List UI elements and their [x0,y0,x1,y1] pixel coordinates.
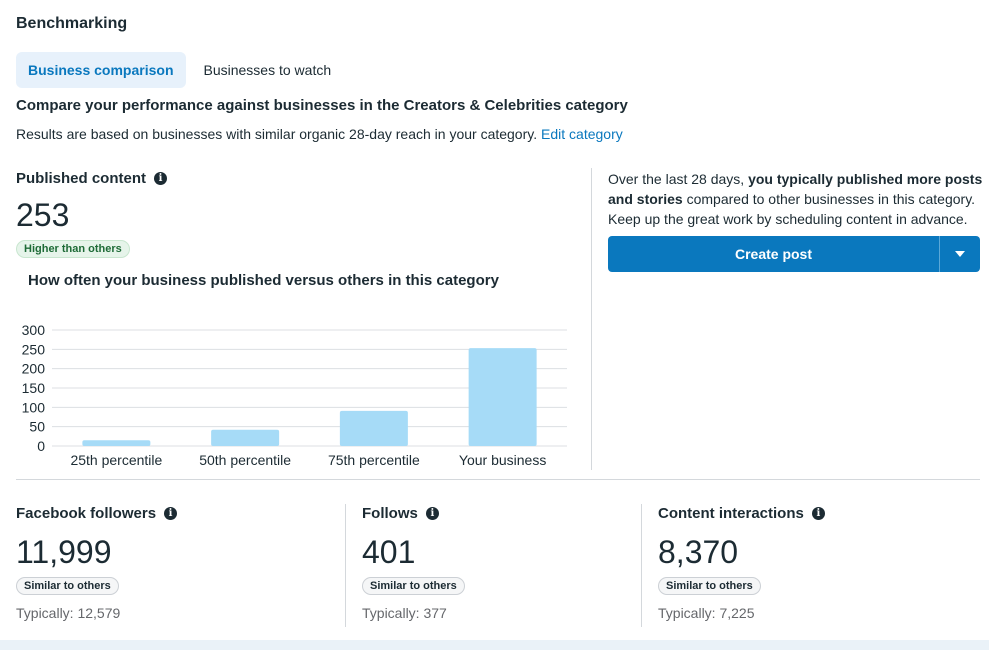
typical-value: Typically: 7,225 [658,605,755,621]
bar [468,348,537,446]
y-tick-label: 50 [29,419,45,435]
x-tick-label: 75th percentile [328,452,420,468]
create-post-split-button: Create post [608,236,980,272]
metric-label: Content interactions [658,505,804,522]
vertical-divider [591,168,592,470]
x-tick-label: Your business [459,452,546,468]
button-separator [939,236,940,272]
metric-label: Facebook followers [16,505,157,522]
y-tick-label: 300 [22,322,46,338]
info-icon[interactable]: i [811,507,825,520]
subline-text: Results are based on businesses with sim… [16,126,538,142]
published-content-card: Published content i 253 Higher than othe… [16,170,168,258]
info-icon[interactable]: i [425,507,439,520]
published-content-value: 253 [16,197,70,233]
metric-value: 401 [362,534,416,570]
y-tick-label: 150 [22,380,46,396]
typical-value: Typically: 12,579 [16,605,121,621]
insight-prefix: Over the last 28 days, [608,171,745,187]
metric-divider [345,504,346,627]
status-badge: Similar to others [16,577,119,595]
tab-bar: Business comparison Businesses to watch [16,52,343,88]
bar [211,429,280,446]
published-content-chart: 0 50 100 150 200 250 300 25th percentile 50th pe… [22,322,567,468]
create-post-dropdown-button[interactable] [940,236,980,272]
y-tick-label: 250 [22,341,46,357]
tab-business-comparison[interactable]: Business comparison [16,52,186,88]
tab-businesses-to-watch[interactable]: Businesses to watch [203,62,332,78]
info-icon[interactable]: i [154,172,168,185]
horizontal-divider [16,479,980,480]
metric-value: 8,370 [658,534,739,570]
y-tick-label: 0 [37,438,45,454]
metric-header: Follows i [362,505,465,522]
info-icon[interactable]: i [164,507,178,520]
status-badge: Higher than others [16,240,130,258]
content-interactions-card: Content interactions i 8,370 Similar to … [658,505,825,621]
metric-label: Follows [362,505,418,522]
metric-header: Facebook followers i [16,505,178,522]
section-title: Benchmarking [16,15,128,32]
status-badge: Similar to others [362,577,465,595]
metric-value: 11,999 [16,534,112,570]
insight-bold: you typically published more posts and s… [608,171,983,207]
status-badge: Similar to others [658,577,761,595]
insight-text: Over the last 28 days, you typically pub… [608,169,983,229]
subline: Results are based on businesses with sim… [16,126,623,142]
typical-value: Typically: 377 [362,605,447,621]
metric-header: Content interactions i [658,505,825,522]
published-content-label: Published content [16,170,147,187]
chart-title: How often your business published versus… [28,272,499,289]
metric-divider [641,504,642,627]
bar [339,410,408,446]
create-post-button[interactable]: Create post [608,236,939,272]
published-content-header: Published content i [16,170,168,187]
facebook-followers-card: Facebook followers i 11,999 Similar to o… [16,505,178,621]
x-tick-label: 25th percentile [70,452,162,468]
follows-card: Follows i 401 Similar to others Typicall… [362,505,465,621]
caret-down-icon [955,251,965,257]
bar [82,440,151,446]
x-tick-label: 50th percentile [199,452,291,468]
y-tick-label: 100 [22,399,46,415]
bottom-strip [0,640,989,650]
insight-suffix: compared to other businesses in this cat… [608,191,976,227]
page-headline: Compare your performance against busines… [16,97,628,114]
edit-category-link[interactable]: Edit category [541,126,623,142]
y-tick-label: 200 [22,361,46,377]
